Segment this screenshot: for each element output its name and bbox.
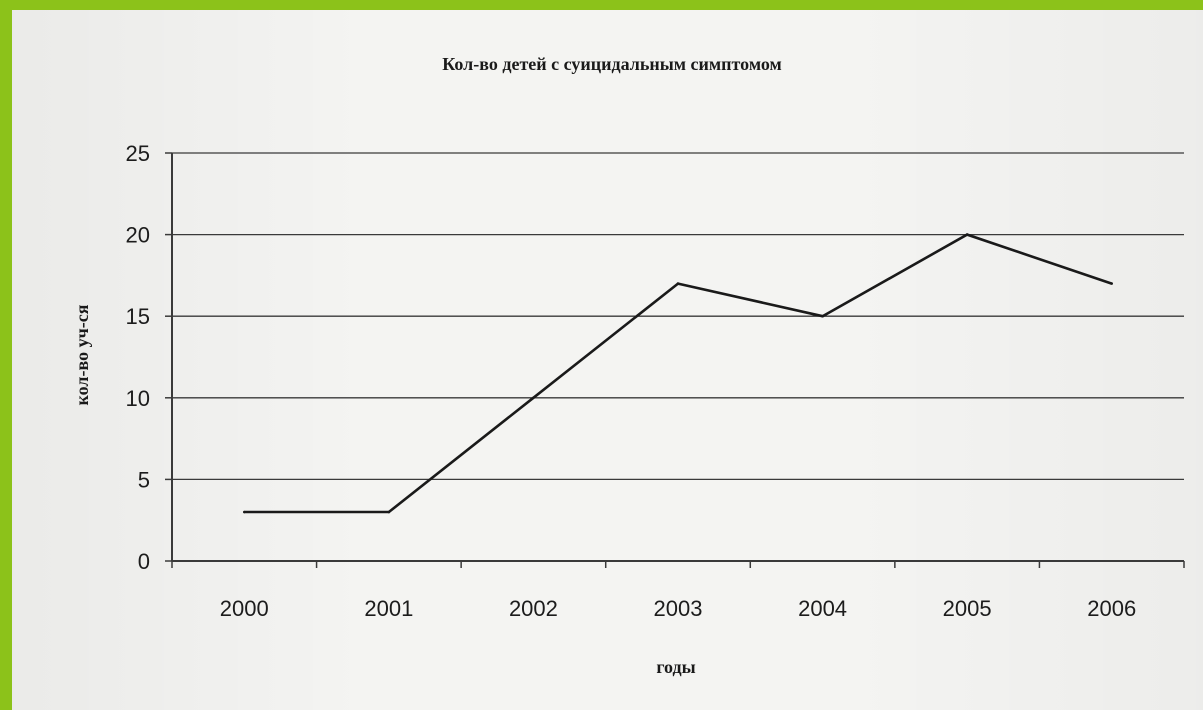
data-point (1110, 282, 1114, 285)
data-point (242, 510, 246, 514)
x-axis-title: годы (656, 657, 695, 677)
plot-area: 0 5 10 15 20 25 2000 2001 2002 2003 2004 2005 2006 (126, 141, 1185, 621)
series-group (242, 233, 1114, 514)
x-tick-label: 2003 (654, 596, 703, 621)
data-point (532, 396, 535, 400)
data-point (821, 314, 824, 318)
y-tick-label: 15 (126, 304, 150, 329)
data-point (387, 510, 391, 514)
x-tick-label: 2000 (220, 596, 269, 621)
x-tick-label: 2001 (364, 596, 413, 621)
data-point (676, 282, 680, 285)
y-tick-labels: 0 5 10 15 20 25 (126, 141, 150, 574)
series-line (244, 233, 1113, 514)
chart-title: Кол-во детей с суицидальным симптомом (442, 54, 782, 74)
y-tick-label: 25 (126, 141, 150, 166)
data-point (965, 233, 969, 236)
y-tick-label: 5 (138, 467, 150, 492)
paper-shading (12, 10, 1203, 710)
gridlines (165, 152, 1185, 568)
y-tick-label: 20 (126, 223, 150, 248)
x-tick-label: 2006 (1087, 596, 1136, 621)
chart-paper (12, 10, 1203, 710)
x-tick-labels: 2000 2001 2002 2003 2004 2005 2006 (220, 596, 1136, 621)
x-tick-label: 2005 (943, 596, 992, 621)
y-axis-title: кол-во уч-ся (72, 304, 92, 405)
x-tick-label: 2002 (509, 596, 558, 621)
y-tick-label: 10 (126, 386, 150, 411)
y-tick-label: 0 (138, 549, 150, 574)
x-tick-label: 2004 (798, 596, 847, 621)
